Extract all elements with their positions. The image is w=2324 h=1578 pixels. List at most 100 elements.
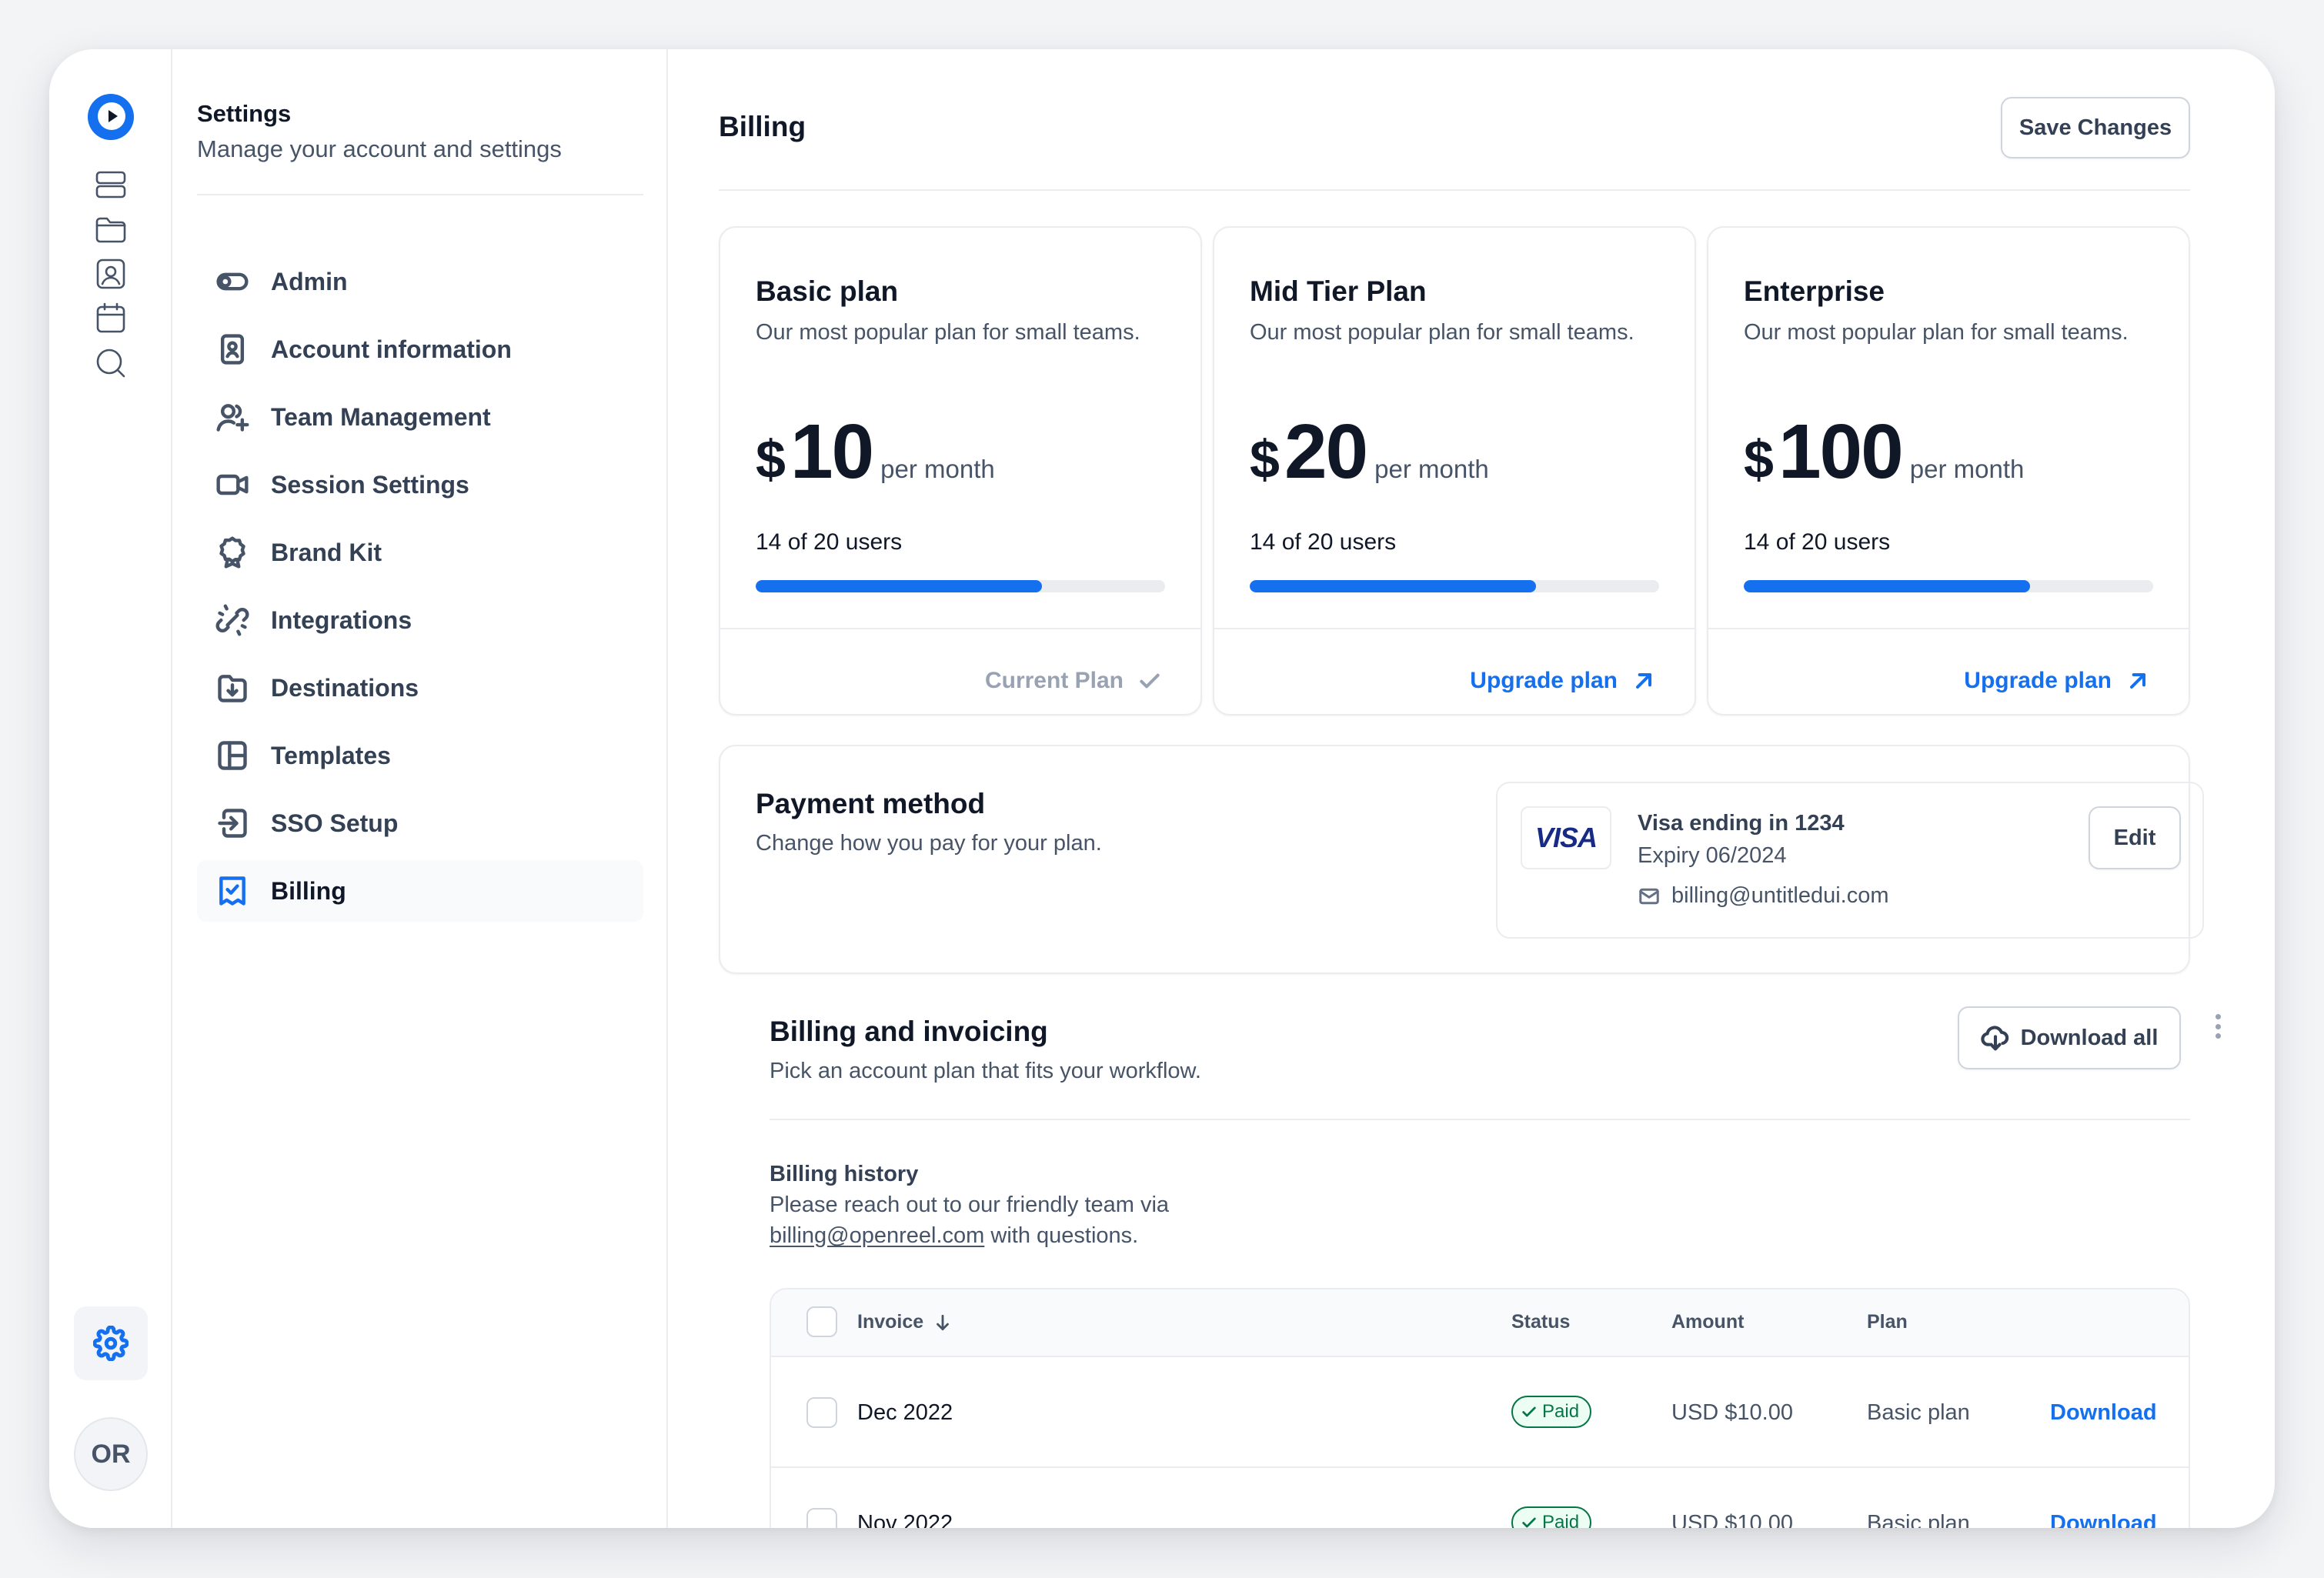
- table-row: Dec 2022 Paid USD $10.00 Basic plan Down…: [771, 1357, 2189, 1468]
- nav-item-label: SSO Setup: [271, 809, 399, 837]
- download-invoice-button[interactable]: Download: [2050, 1400, 2157, 1425]
- nav-item-brand-kit[interactable]: Brand Kit: [197, 522, 643, 583]
- plan-name: Enterprise: [1744, 275, 1885, 307]
- price-amount: 100: [1778, 409, 1904, 495]
- broken-link-icon: [215, 604, 249, 636]
- plan-card-enterprise: Enterprise Our most popular plan for sma…: [1707, 226, 2190, 716]
- nav-item-admin[interactable]: Admin: [197, 251, 643, 312]
- section-subtitle: Pick an account plan that fits your work…: [770, 1059, 1201, 1083]
- download-all-button[interactable]: Download all: [1958, 1006, 2181, 1069]
- plan-card-mid-tier: Mid Tier Plan Our most popular plan for …: [1213, 226, 1696, 716]
- folder-icon[interactable]: [88, 206, 134, 252]
- nav-item-label: Templates: [271, 741, 391, 769]
- arrow-down-icon: [937, 1314, 950, 1330]
- column-header-invoice[interactable]: Invoice: [857, 1311, 953, 1333]
- user-plus-icon: [216, 404, 249, 432]
- billing-email-text: billing@untitledui.com: [1671, 883, 1889, 908]
- plan-name: Mid Tier Plan: [1250, 275, 1427, 307]
- column-header-status: Status: [1511, 1311, 1571, 1333]
- arrow-up-right-icon: [2130, 673, 2145, 689]
- upgrade-plan-text: Upgrade plan: [1470, 668, 1618, 693]
- row-checkbox[interactable]: [806, 1397, 837, 1428]
- currency-symbol: $: [756, 429, 786, 489]
- nav-item-team-management[interactable]: Team Management: [197, 386, 643, 448]
- settings-button[interactable]: [74, 1306, 148, 1380]
- plan-name: Basic plan: [756, 275, 899, 307]
- plan-card-basic: Basic plan Our most popular plan for sma…: [719, 226, 1202, 716]
- currency-symbol: $: [1250, 429, 1280, 489]
- plan-price: $ 20 per month: [1250, 408, 1489, 496]
- invoice-cell: Nov 2022: [857, 1511, 953, 1528]
- settings-nav: Settings Manage your account and setting…: [172, 49, 668, 1528]
- current-plan-text: Current Plan: [984, 668, 1124, 693]
- row-checkbox[interactable]: [806, 1508, 837, 1528]
- check-icon: [1140, 673, 1160, 689]
- select-all-checkbox[interactable]: [806, 1306, 837, 1337]
- logo-icon[interactable]: [85, 91, 137, 143]
- nav-item-billing[interactable]: Billing: [197, 860, 643, 922]
- status-badge: Paid: [1511, 1396, 1592, 1428]
- mail-icon: [1639, 888, 1659, 904]
- plan-price: $ 100 per month: [1744, 408, 2024, 496]
- check-icon: [1522, 1406, 1536, 1417]
- folder-download-icon: [218, 675, 247, 702]
- status-text: Paid: [1542, 1512, 1580, 1528]
- billing-history-text: Please reach out to our friendly team vi…: [770, 1193, 1170, 1217]
- column-header-amount: Amount: [1671, 1311, 1745, 1333]
- nav-item-templates[interactable]: Templates: [197, 725, 643, 786]
- gear-icon: [93, 1326, 129, 1361]
- id-badge-icon: [220, 334, 245, 365]
- section-title: Billing and invoicing: [770, 1016, 1048, 1047]
- nav-item-label: Session Settings: [271, 470, 469, 499]
- plan-users: 14 of 20 users: [756, 529, 903, 555]
- nav-item-session-settings[interactable]: Session Settings: [197, 454, 643, 515]
- layout-icon: [218, 741, 247, 770]
- cloud-download-icon: [1980, 1026, 2008, 1051]
- payment-method-card: Payment method Change how you pay for yo…: [719, 745, 2204, 974]
- payment-title: Payment method: [756, 788, 986, 819]
- layers-icon[interactable]: [88, 162, 134, 208]
- upgrade-plan-button[interactable]: Upgrade plan: [1964, 668, 2150, 694]
- price-amount: 10: [790, 409, 874, 495]
- currency-symbol: $: [1744, 429, 1774, 489]
- table-header: Invoice Status Amount Plan: [771, 1289, 2189, 1357]
- price-amount: 20: [1284, 409, 1368, 495]
- invoice-table: Invoice Status Amount Plan Dec 2022 Paid…: [770, 1288, 2190, 1528]
- usage-progress-bar: [1250, 580, 1659, 592]
- nav-item-account-information[interactable]: Account information: [197, 319, 643, 380]
- edit-card-button[interactable]: Edit: [2089, 806, 2181, 869]
- video-icon: [216, 474, 249, 495]
- divider: [197, 194, 643, 195]
- arrow-up-right-icon: [1636, 673, 1651, 689]
- nav-item-label: Brand Kit: [271, 538, 382, 566]
- price-period: per month: [880, 455, 995, 483]
- usage-progress-fill: [1744, 580, 2031, 592]
- amount-cell: USD $10.00: [1671, 1400, 1793, 1425]
- nav-item-label: Account information: [271, 335, 512, 363]
- upgrade-plan-button[interactable]: Upgrade plan: [1470, 668, 1656, 694]
- award-icon: [219, 536, 245, 569]
- download-invoice-button[interactable]: Download: [2050, 1511, 2157, 1528]
- billing-history-text-2: billing@openreel.com with questions.: [770, 1223, 1138, 1249]
- billing-email-link[interactable]: billing@openreel.com: [770, 1223, 985, 1248]
- calendar-icon[interactable]: [88, 295, 134, 342]
- price-period: per month: [1909, 455, 2025, 483]
- main-content: Billing Save Changes Basic plan Our most…: [669, 49, 2275, 1528]
- nav-item-label: Destinations: [271, 673, 419, 702]
- billing-email: billing@untitledui.com: [1638, 883, 1889, 909]
- nav-item-sso-setup[interactable]: SSO Setup: [197, 792, 643, 854]
- divider: [719, 189, 2190, 191]
- nav-item-integrations[interactable]: Integrations: [197, 589, 643, 651]
- nav-item-destinations[interactable]: Destinations: [197, 657, 643, 719]
- search-icon[interactable]: [88, 340, 134, 386]
- more-options-icon[interactable]: [2207, 1011, 2229, 1042]
- nav-title: Settings: [197, 100, 292, 127]
- contact-icon[interactable]: [88, 251, 134, 297]
- save-changes-button[interactable]: Save Changes: [2001, 97, 2190, 158]
- avatar[interactable]: OR: [74, 1417, 148, 1491]
- table-row: Nov 2022 Paid USD $10.00 Basic plan Down…: [771, 1468, 2189, 1528]
- plan-cell: Basic plan: [1867, 1400, 1970, 1425]
- nav-item-label: Team Management: [271, 402, 491, 431]
- icon-rail: OR: [49, 49, 172, 1528]
- column-header-plan: Plan: [1867, 1311, 1908, 1333]
